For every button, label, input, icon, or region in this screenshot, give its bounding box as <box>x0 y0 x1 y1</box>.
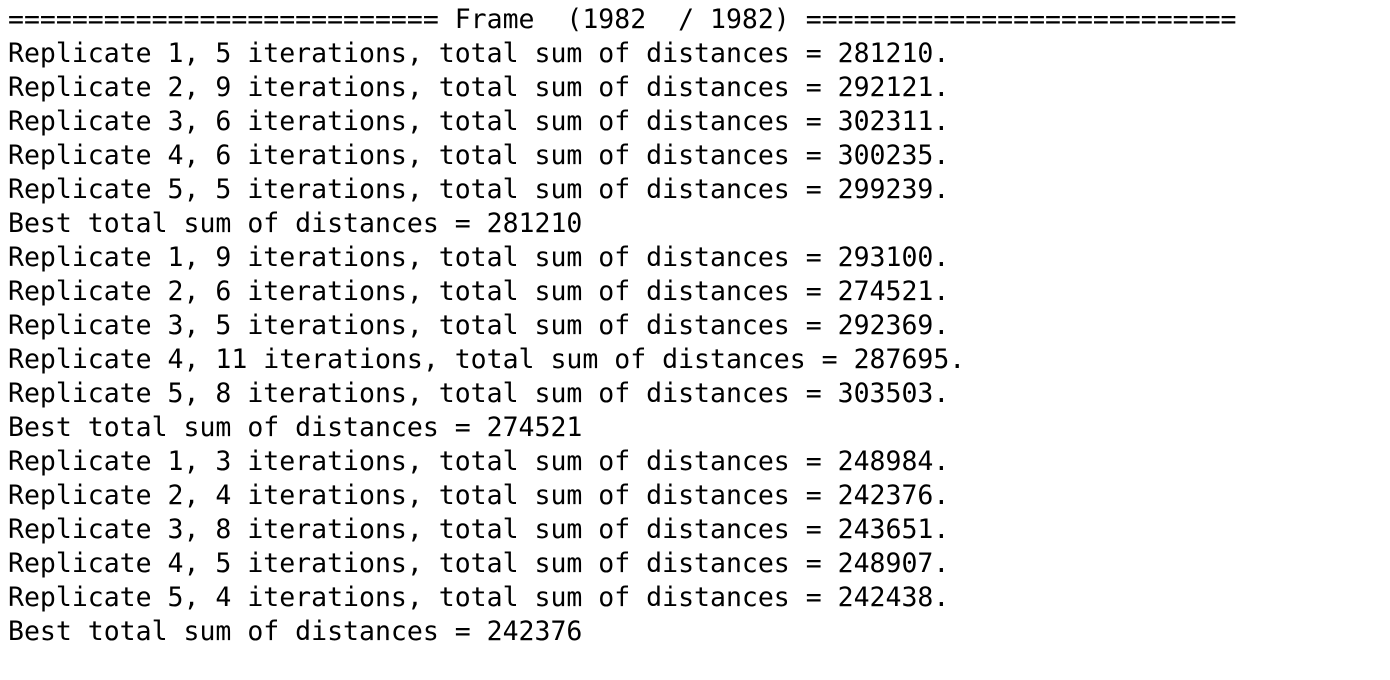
kmeans-block-1: Replicate 1, 5 iterations, total sum of … <box>8 37 1390 241</box>
replicate-line: Replicate 1, 5 iterations, total sum of … <box>8 38 950 69</box>
kmeans-block-2: Replicate 1, 9 iterations, total sum of … <box>8 241 1390 445</box>
replicate-line: Replicate 3, 6 iterations, total sum of … <box>8 106 950 137</box>
replicate-line: Replicate 4, 11 iterations, total sum of… <box>8 344 966 375</box>
replicate-line: Replicate 4, 5 iterations, total sum of … <box>8 548 950 579</box>
best-distance-line: Best total sum of distances = 242376 <box>8 616 583 647</box>
best-distance-line: Best total sum of distances = 274521 <box>8 412 583 443</box>
replicate-line: Replicate 2, 6 iterations, total sum of … <box>8 276 950 307</box>
replicate-line: Replicate 5, 4 iterations, total sum of … <box>8 582 950 613</box>
replicate-line: Replicate 4, 6 iterations, total sum of … <box>8 140 950 171</box>
replicate-line: Replicate 2, 9 iterations, total sum of … <box>8 72 950 103</box>
replicate-line: Replicate 3, 5 iterations, total sum of … <box>8 310 950 341</box>
best-distance-line: Best total sum of distances = 281210 <box>8 208 583 239</box>
replicate-line: Replicate 3, 8 iterations, total sum of … <box>8 514 950 545</box>
kmeans-block-3: Replicate 1, 3 iterations, total sum of … <box>8 445 1390 649</box>
replicate-line: Replicate 2, 4 iterations, total sum of … <box>8 480 950 511</box>
replicate-line: Replicate 1, 3 iterations, total sum of … <box>8 446 950 477</box>
replicate-line: Replicate 5, 8 iterations, total sum of … <box>8 378 950 409</box>
replicate-line: Replicate 5, 5 iterations, total sum of … <box>8 174 950 205</box>
replicate-line: Replicate 1, 9 iterations, total sum of … <box>8 242 950 273</box>
frame-header: =========================== Frame (1982 … <box>8 4 1237 35</box>
